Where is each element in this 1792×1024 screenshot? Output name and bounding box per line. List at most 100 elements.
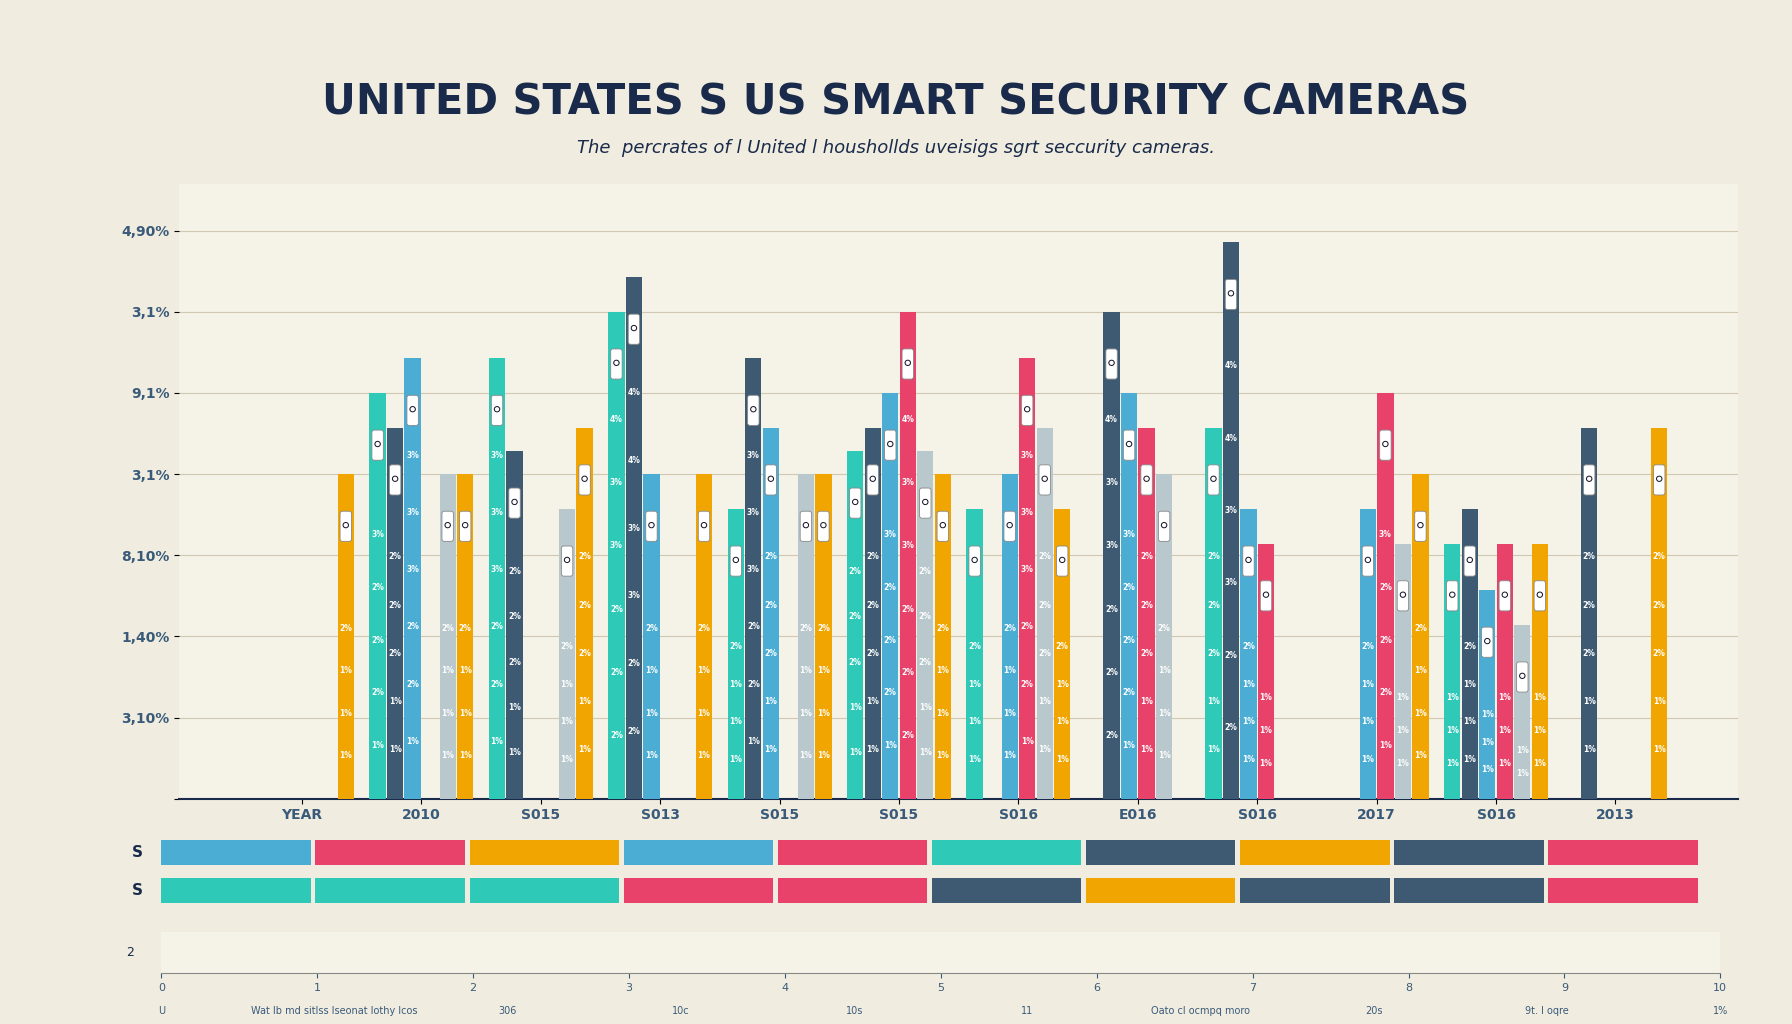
Bar <box>439 474 455 799</box>
Text: 1%: 1% <box>407 737 419 745</box>
Bar <box>900 312 916 799</box>
FancyBboxPatch shape <box>969 546 980 577</box>
Bar <box>1156 474 1172 799</box>
Text: 1%: 1% <box>509 702 521 712</box>
Text: 1%: 1% <box>1021 737 1034 745</box>
Circle shape <box>1468 558 1471 561</box>
Circle shape <box>375 441 380 446</box>
Text: 2%: 2% <box>937 625 950 633</box>
Bar <box>695 474 711 799</box>
Text: 1%: 1% <box>339 667 353 676</box>
Text: 1%: 1% <box>1260 693 1272 701</box>
FancyBboxPatch shape <box>373 430 383 460</box>
FancyBboxPatch shape <box>611 349 622 379</box>
FancyBboxPatch shape <box>867 465 878 495</box>
Circle shape <box>513 501 516 504</box>
Text: 20s: 20s <box>1366 1006 1383 1016</box>
Text: 3%: 3% <box>1021 508 1034 517</box>
FancyBboxPatch shape <box>561 546 573 577</box>
Text: 2%: 2% <box>1021 680 1034 688</box>
Text: 1%: 1% <box>1582 745 1595 755</box>
Bar <box>457 474 473 799</box>
FancyBboxPatch shape <box>407 395 418 425</box>
Text: 2%: 2% <box>1224 723 1238 732</box>
Circle shape <box>1417 522 1423 527</box>
Text: 1%: 1% <box>459 751 471 760</box>
Text: 2%: 2% <box>459 625 471 633</box>
FancyBboxPatch shape <box>1039 465 1050 495</box>
Text: 1%: 1% <box>1534 693 1546 701</box>
Text: 3%: 3% <box>491 508 504 517</box>
Text: 3%: 3% <box>1021 451 1034 460</box>
Circle shape <box>446 523 450 526</box>
Text: 1%: 1% <box>1038 745 1052 755</box>
Text: 1%: 1% <box>1208 697 1220 706</box>
Text: 4%: 4% <box>627 456 640 465</box>
FancyBboxPatch shape <box>1226 280 1236 309</box>
Text: 1%: 1% <box>1004 751 1016 760</box>
Circle shape <box>1229 292 1233 295</box>
Text: 1%: 1% <box>1055 717 1068 726</box>
Text: 10c: 10c <box>672 1006 690 1016</box>
Text: 1%: 1% <box>866 745 880 755</box>
FancyBboxPatch shape <box>1124 430 1134 460</box>
Text: 1%: 1% <box>866 697 880 706</box>
Text: 1%: 1% <box>747 737 760 745</box>
Text: 1%: 1% <box>579 745 591 755</box>
Circle shape <box>1043 476 1047 481</box>
FancyBboxPatch shape <box>340 511 351 542</box>
FancyBboxPatch shape <box>1446 581 1459 611</box>
Bar <box>745 358 762 799</box>
Text: 2%: 2% <box>747 680 760 688</box>
FancyBboxPatch shape <box>801 511 812 542</box>
Text: 2%: 2% <box>1021 623 1034 632</box>
Text: 306: 306 <box>498 1006 516 1016</box>
Circle shape <box>564 557 570 562</box>
Circle shape <box>823 523 824 526</box>
Circle shape <box>1007 522 1012 527</box>
Bar <box>864 428 882 799</box>
Text: 1%: 1% <box>441 751 453 760</box>
Text: 3%: 3% <box>1106 542 1118 551</box>
Text: 2%: 2% <box>1038 552 1052 561</box>
Text: 2%: 2% <box>1380 636 1392 644</box>
FancyBboxPatch shape <box>1158 511 1170 542</box>
Text: 2%: 2% <box>1224 650 1238 659</box>
Text: 2%: 2% <box>509 612 521 622</box>
FancyBboxPatch shape <box>1362 546 1374 577</box>
Text: Wat lb md sitlss lseonat lothy lcos: Wat lb md sitlss lseonat lothy lcos <box>251 1006 418 1016</box>
Text: 1%: 1% <box>817 709 830 718</box>
Bar <box>1020 358 1036 799</box>
Circle shape <box>566 558 568 561</box>
Circle shape <box>701 522 706 527</box>
Circle shape <box>887 441 892 446</box>
Bar <box>1104 312 1120 799</box>
Text: The  percrates of l United l houshollds uveisigs sgrt seccurity cameras.: The percrates of l United l houshollds u… <box>577 139 1215 158</box>
FancyBboxPatch shape <box>1260 581 1272 611</box>
Circle shape <box>1109 361 1113 365</box>
FancyBboxPatch shape <box>1584 465 1595 495</box>
FancyBboxPatch shape <box>765 465 776 495</box>
Text: 2%: 2% <box>883 636 896 644</box>
FancyBboxPatch shape <box>443 511 453 542</box>
Text: 1%: 1% <box>1414 751 1426 760</box>
Text: 2%: 2% <box>866 552 880 561</box>
Text: 2%: 2% <box>799 625 812 633</box>
Circle shape <box>1265 593 1267 596</box>
Text: 1%: 1% <box>1464 717 1477 726</box>
Circle shape <box>1367 558 1369 561</box>
Bar <box>1462 509 1478 799</box>
Text: 1%: 1% <box>561 755 573 764</box>
Text: 4%: 4% <box>609 415 624 424</box>
Text: 2%: 2% <box>579 649 591 657</box>
Circle shape <box>462 522 468 527</box>
Circle shape <box>1419 523 1421 526</box>
Text: 1%: 1% <box>645 667 658 676</box>
Text: 1%: 1% <box>937 709 950 718</box>
Bar <box>337 474 353 799</box>
Text: 2%: 2% <box>371 583 383 592</box>
Text: 2%: 2% <box>765 649 778 657</box>
Bar <box>369 393 385 799</box>
Circle shape <box>905 360 910 366</box>
Bar <box>1122 393 1138 799</box>
